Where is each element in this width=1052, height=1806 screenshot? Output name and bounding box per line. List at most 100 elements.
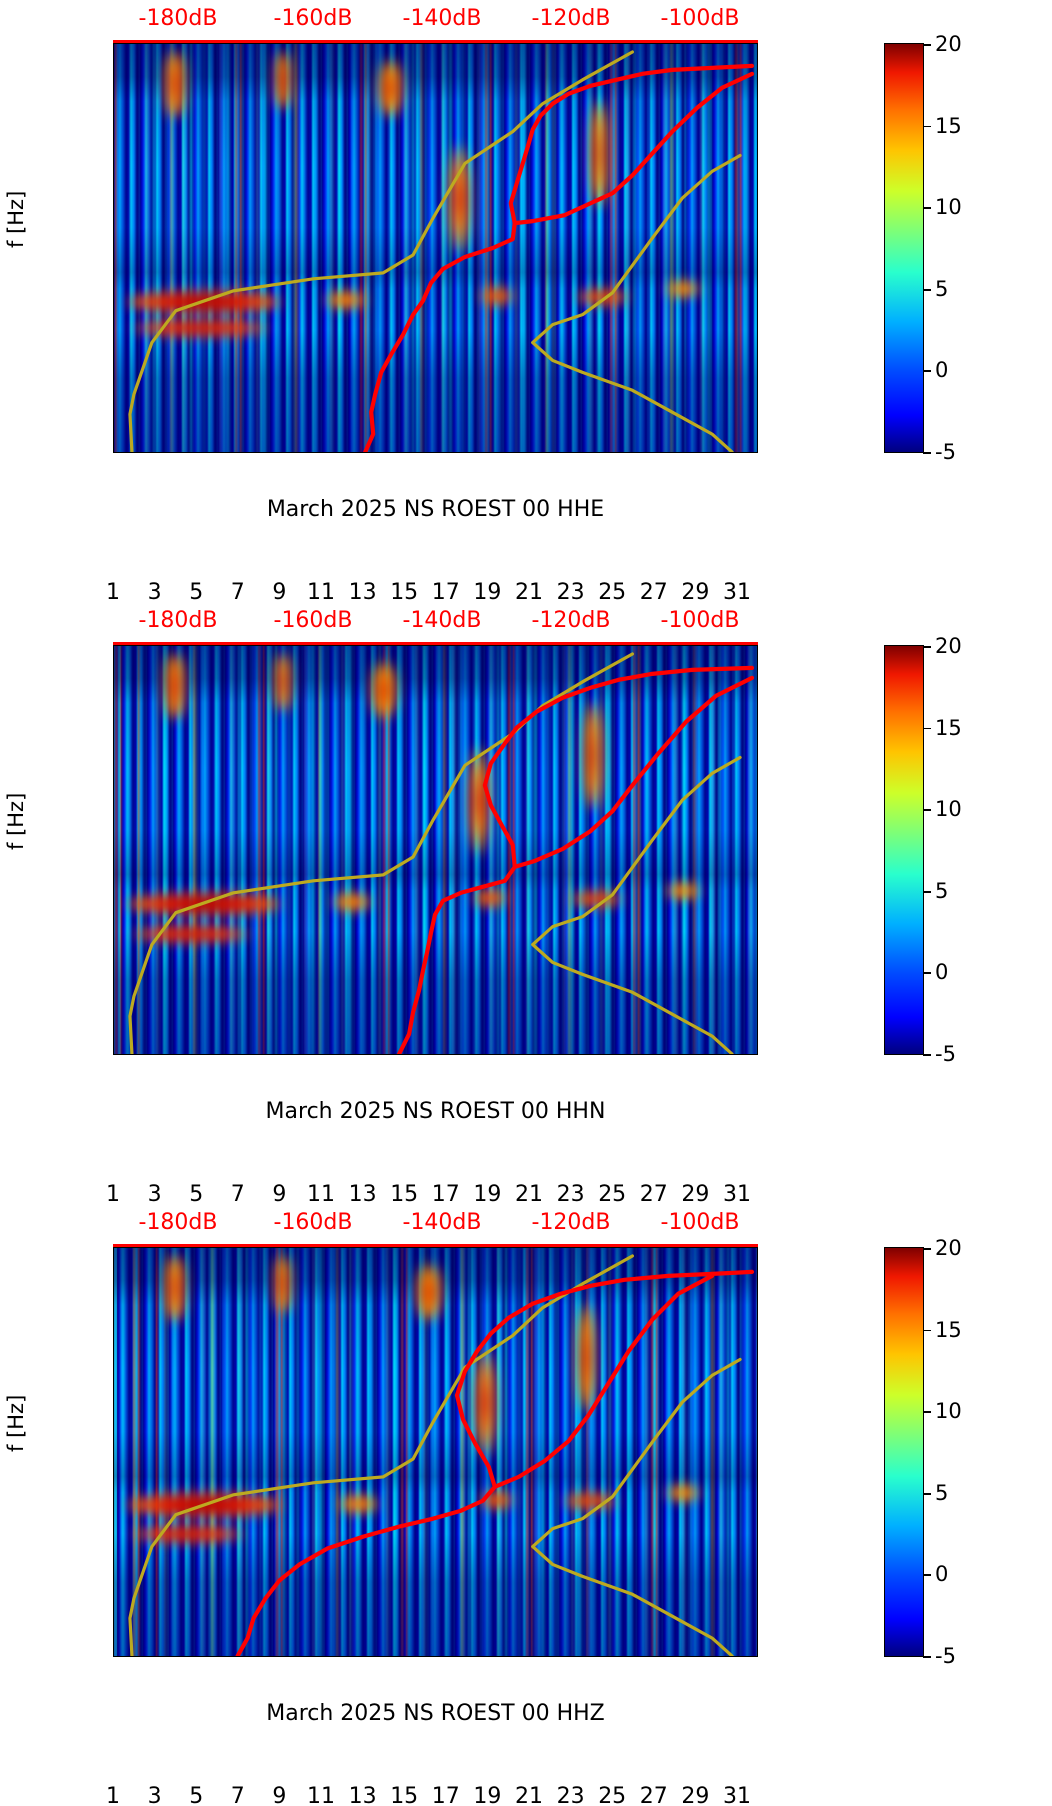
spectrogram-axes-hhn[interactable] [113,645,758,1055]
x-tick-label-3: 3 [147,1182,162,1207]
x-tick-label-1: 1 [106,580,120,605]
overlay-curves-hhe [114,44,757,452]
x-tick-label-29: 29 [681,1182,710,1207]
colorbar-tick-minus5: -5 [935,1644,956,1668]
colorbar-tick-minus5: -5 [935,1042,956,1066]
panel-hhe: -180dB -160dB -140dB -120dB -100dB [0,0,1052,605]
x-tick-label-1: 1 [106,1182,120,1207]
top-axis-red-line [113,1243,758,1247]
x-tick-label-7: 7 [230,1182,245,1207]
x-tick-label-13: 13 [348,1182,377,1207]
x-tick-label-7: 7 [230,580,245,605]
x-tick-label-9: 9 [272,1784,287,1806]
top-axis-label-180db: -180dB [138,6,218,31]
x-tick-label-21: 21 [515,580,543,605]
panel-subtitle-hhe: March 2025 NS ROEST 00 HHE [266,497,605,522]
colorbar-tick-20: 20 [935,32,962,56]
spectrogram-image-hhe [114,44,757,452]
top-axis-label-140db: -140dB [402,6,482,31]
x-tick-label-29: 29 [681,580,710,605]
x-tick-label-27: 27 [639,1784,668,1806]
top-axis-label-180db: -180dB [138,1210,218,1235]
panel-hhz: -180dB -160dB -140dB -120dB -100dB [0,1204,1052,1806]
x-tick-label-25: 25 [598,1182,627,1207]
colorbar-hhz: 20 15 10 5 0 -5 [884,1236,962,1668]
x-tick-label-5: 5 [189,1784,204,1806]
top-axis-label-140db: -140dB [402,608,482,633]
top-axis-label-180db: -180dB [138,608,218,633]
top-axis-label-100db: -100dB [660,608,740,633]
top-axis-red-line [113,39,758,43]
colorbar-tick-10: 10 [935,1399,962,1424]
colorbar-hhe: 20 15 10 5 0 -5 [884,32,962,464]
x-tick-label-3: 3 [147,1784,162,1806]
colorbar-tick-20: 20 [935,634,962,658]
top-axis-red-line [113,641,758,645]
x-tick-label-1: 1 [106,1784,120,1806]
x-tick-label-11: 11 [307,1182,335,1207]
x-tick-label-21: 21 [515,1182,543,1207]
colorbar-tick-minus5: -5 [935,440,956,464]
x-tick-label-19: 19 [473,1182,502,1207]
x-tick-label-15: 15 [390,580,419,605]
x-tick-label-23: 23 [556,1784,585,1806]
colorbar-tick-0: 0 [935,358,949,383]
y-axis-title: f [Hz] [4,792,28,850]
x-tick-label-11: 11 [307,580,335,605]
spectrogram-image-hhz [114,1248,757,1656]
top-axis-label-160db: -160dB [273,608,353,633]
spectrogram-axes-hhe[interactable] [113,43,758,453]
x-tick-label-25: 25 [598,580,627,605]
y-axis-title: f [Hz] [4,1394,28,1452]
top-axis-label-160db: -160dB [273,1210,353,1235]
x-tick-label-27: 27 [639,580,668,605]
top-axis-label-120db: -120dB [531,608,611,633]
x-tick-label-31: 31 [723,580,751,605]
x-tick-label-17: 17 [431,580,460,605]
x-tick-label-19: 19 [473,1784,502,1806]
top-axis-label-100db: -100dB [660,1210,740,1235]
x-tick-label-29: 29 [681,1784,710,1806]
x-tick-label-19: 19 [473,580,502,605]
x-tick-label-17: 17 [431,1784,460,1806]
colorbar-tick-10: 10 [935,195,962,220]
spectrogram-axes-hhz[interactable] [113,1247,758,1657]
x-tick-label-9: 9 [272,1182,287,1207]
colorbar-tick-5: 5 [935,1480,949,1505]
colorbar-tick-15: 15 [935,1317,962,1342]
x-tick-label-31: 31 [723,1182,751,1207]
x-tick-label-27: 27 [639,1182,668,1207]
top-axis-label-100db: -100dB [660,6,740,31]
x-tick-label-31: 31 [723,1784,751,1806]
colorbar-tick-20: 20 [935,1236,962,1260]
colorbar-tick-0: 0 [935,960,949,985]
x-tick-label-13: 13 [348,580,377,605]
x-tick-label-3: 3 [147,580,162,605]
x-tick-label-25: 25 [598,1784,627,1806]
spectrogram-image-hhn [114,646,757,1054]
x-tick-label-9: 9 [272,580,287,605]
x-tick-label-15: 15 [390,1784,419,1806]
x-tick-label-11: 11 [307,1784,335,1806]
top-axis-label-160db: -160dB [273,6,353,31]
y-axis-title: f [Hz] [4,190,28,248]
top-axis-label-140db: -140dB [402,1210,482,1235]
colorbar-tick-0: 0 [935,1562,949,1587]
x-tick-label-13: 13 [348,1784,377,1806]
colorbar-tick-15: 15 [935,113,962,138]
x-tick-label-5: 5 [189,1182,204,1207]
x-tick-label-7: 7 [230,1784,245,1806]
x-tick-label-17: 17 [431,1182,460,1207]
x-tick-label-21: 21 [515,1784,543,1806]
colorbar-tick-5: 5 [935,276,949,301]
colorbar-hhn: 20 15 10 5 0 -5 [884,634,962,1066]
x-tick-label-5: 5 [189,580,204,605]
overlay-curves-hhz [114,1248,757,1656]
panel-subtitle-hhz: March 2025 NS ROEST 00 HHZ [266,1701,605,1726]
colorbar-tick-15: 15 [935,715,962,740]
top-axis-label-120db: -120dB [531,1210,611,1235]
x-tick-label-23: 23 [556,1182,585,1207]
overlay-curves-hhn [114,646,757,1054]
x-tick-label-15: 15 [390,1182,419,1207]
